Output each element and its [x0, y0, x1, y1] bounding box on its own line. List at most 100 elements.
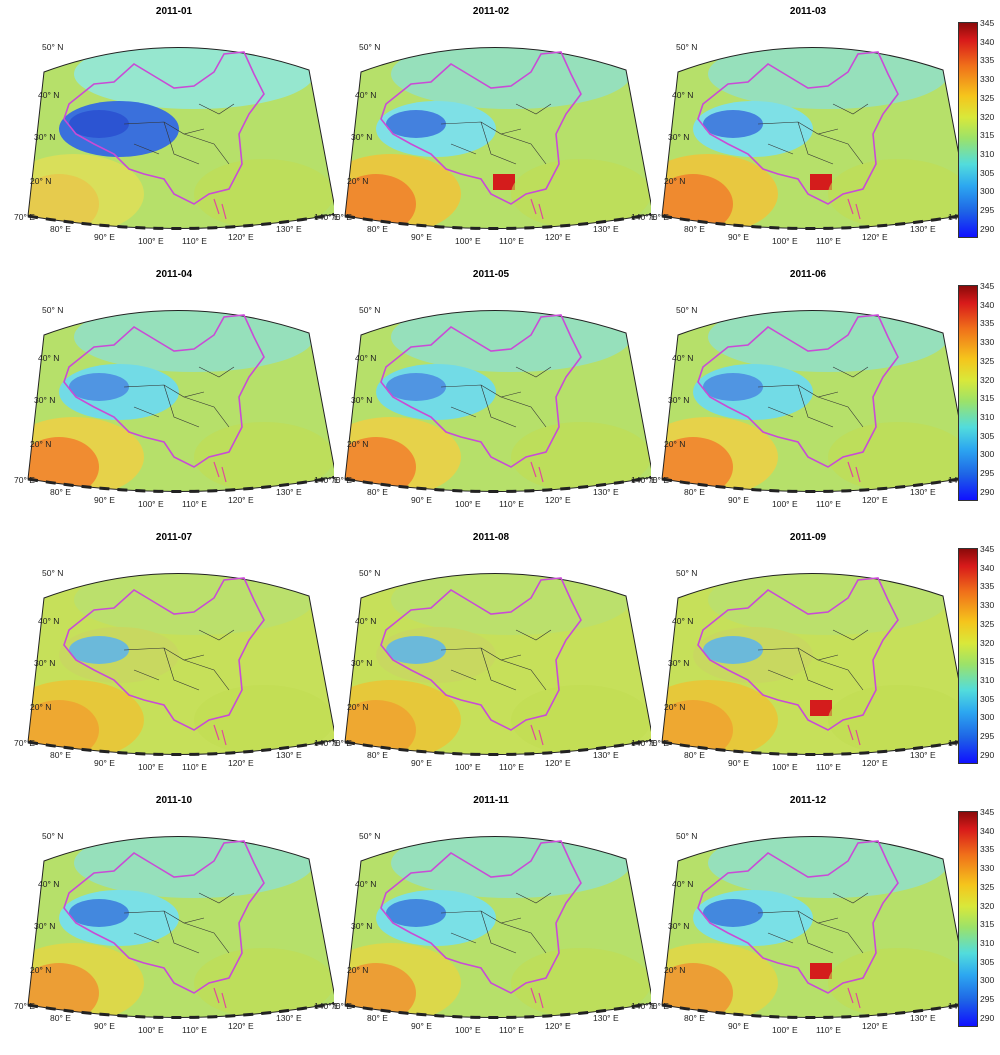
lat-label: 40° N: [672, 353, 694, 363]
colorbar-tick: 290: [980, 749, 995, 760]
panel-title: 2011-02: [472, 6, 510, 17]
lon-label: 90° E: [411, 495, 432, 505]
lat-label: 20° N: [30, 702, 52, 712]
colorbar-tick: 340: [980, 299, 995, 310]
panel-title: 2011-07: [155, 532, 193, 543]
lat-label: 30° N: [668, 921, 690, 931]
lon-label: 130° E: [910, 750, 936, 760]
colorbar-tick: 310: [980, 937, 995, 948]
colorbar-tick: 300: [980, 975, 995, 986]
map-panel-2011-10: 2011-10 50° N 40° N 30° N 20° N 70° E 80° E 90°…: [14, 793, 340, 1055]
lat-label: 40° N: [38, 353, 60, 363]
colorbar-tick: 325: [980, 355, 995, 366]
lat-label: 20° N: [347, 439, 369, 449]
lon-label: 90° E: [728, 232, 749, 242]
lon-label: 100° E: [455, 762, 481, 772]
lon-label: 80° E: [367, 750, 388, 760]
colorbar: [958, 22, 978, 238]
lon-label: 120° E: [228, 758, 254, 768]
lat-label: 50° N: [676, 831, 698, 841]
lon-label: 130° E: [276, 1013, 302, 1023]
lon-label: 120° E: [862, 758, 888, 768]
colorbar-tick: 315: [980, 656, 995, 667]
colorbar-tick: 290: [980, 1012, 995, 1023]
panel-title: 2011-08: [472, 532, 510, 543]
colorbar: [958, 285, 978, 501]
lon-label: 70° E: [648, 475, 669, 485]
lat-label: 30° N: [668, 395, 690, 405]
lat-label: 40° N: [672, 879, 694, 889]
map-panel-2011-09: 2011-09 50° N 40° N 30° N 20° N 70° E 80° E 90°…: [648, 530, 974, 792]
lat-label: 30° N: [351, 658, 373, 668]
panel-title: 2011-06: [789, 269, 827, 280]
lon-label: 130° E: [910, 224, 936, 234]
colorbar-tick: 330: [980, 337, 995, 348]
lat-label: 20° N: [664, 702, 686, 712]
lon-label: 70° E: [14, 475, 35, 485]
colorbar-tick: 340: [980, 36, 995, 47]
lat-label: 40° N: [355, 616, 377, 626]
lon-label: 70° E: [648, 738, 669, 748]
lon-label: 90° E: [728, 758, 749, 768]
lon-label: 70° E: [14, 738, 35, 748]
map-panel-2011-06: 2011-06 50° N 40° N 30° N 20° N 70° E 80° E 90°…: [648, 267, 974, 529]
lon-label: 130° E: [276, 224, 302, 234]
lon-label: 110° E: [182, 762, 207, 772]
lon-label: 110° E: [816, 762, 841, 772]
lat-label: 30° N: [34, 132, 56, 142]
lon-label: 110° E: [816, 1025, 841, 1035]
lon-label: 80° E: [367, 224, 388, 234]
colorbar-tick: 310: [980, 411, 995, 422]
lon-label: 120° E: [545, 1021, 571, 1031]
lon-label: 140° E: [314, 738, 340, 748]
lon-label: 140° E: [314, 212, 340, 222]
colorbar-tick: 315: [980, 919, 995, 930]
lon-label: 100° E: [138, 499, 164, 509]
lat-label: 30° N: [34, 395, 56, 405]
colorbar-tick: 305: [980, 956, 995, 967]
lon-label: 140° E: [314, 1001, 340, 1011]
colorbar-tick: 300: [980, 186, 995, 197]
lon-label: 120° E: [545, 232, 571, 242]
lat-label: 50° N: [676, 42, 698, 52]
lon-label: 70° E: [648, 212, 669, 222]
lon-label: 90° E: [411, 758, 432, 768]
lat-label: 40° N: [672, 616, 694, 626]
map-panel-2011-02: 2011-02 50° N 40° N 30° N 20° N 70° E 80° E 90°…: [331, 4, 657, 266]
lon-label: 80° E: [684, 1013, 705, 1023]
lon-label: 120° E: [228, 1021, 254, 1031]
colorbar-tick: 295: [980, 468, 995, 478]
lon-label: 120° E: [228, 495, 254, 505]
lon-label: 80° E: [367, 1013, 388, 1023]
panel-title: 2011-12: [789, 795, 827, 806]
lon-label: 70° E: [331, 212, 352, 222]
panel-title: 2011-10: [155, 795, 193, 806]
lon-label: 100° E: [772, 762, 798, 772]
colorbar-tick: 320: [980, 111, 995, 122]
lon-label: 130° E: [910, 487, 936, 497]
lat-label: 50° N: [42, 831, 64, 841]
map-panel-2011-12: 2011-12 50° N 40° N 30° N 20° N 70° E 80° E 90°…: [648, 793, 974, 1055]
lat-label: 20° N: [347, 702, 369, 712]
panel-title: 2011-03: [789, 6, 827, 17]
map-panel-2011-03: 2011-03 50° N 40° N 30° N 20° N 70° E 80° E 90°…: [648, 4, 974, 266]
colorbar-tick: 340: [980, 562, 995, 573]
colorbar: [958, 548, 978, 764]
lon-label: 110° E: [499, 236, 524, 246]
lon-label: 120° E: [545, 758, 571, 768]
lon-label: 90° E: [411, 1021, 432, 1031]
lon-label: 70° E: [14, 1001, 35, 1011]
panel-title: 2011-11: [473, 795, 509, 806]
lon-label: 130° E: [910, 1013, 936, 1023]
lon-label: 90° E: [411, 232, 432, 242]
colorbar-tick: 335: [980, 581, 995, 592]
lon-label: 120° E: [862, 495, 888, 505]
colorbar-tick: 290: [980, 223, 995, 234]
lat-label: 30° N: [34, 658, 56, 668]
lat-label: 40° N: [672, 90, 694, 100]
lon-label: 90° E: [94, 1021, 115, 1031]
lon-label: 140° E: [631, 1001, 657, 1011]
lon-label: 100° E: [772, 1025, 798, 1035]
lon-label: 110° E: [816, 236, 841, 246]
lon-label: 100° E: [138, 762, 164, 772]
